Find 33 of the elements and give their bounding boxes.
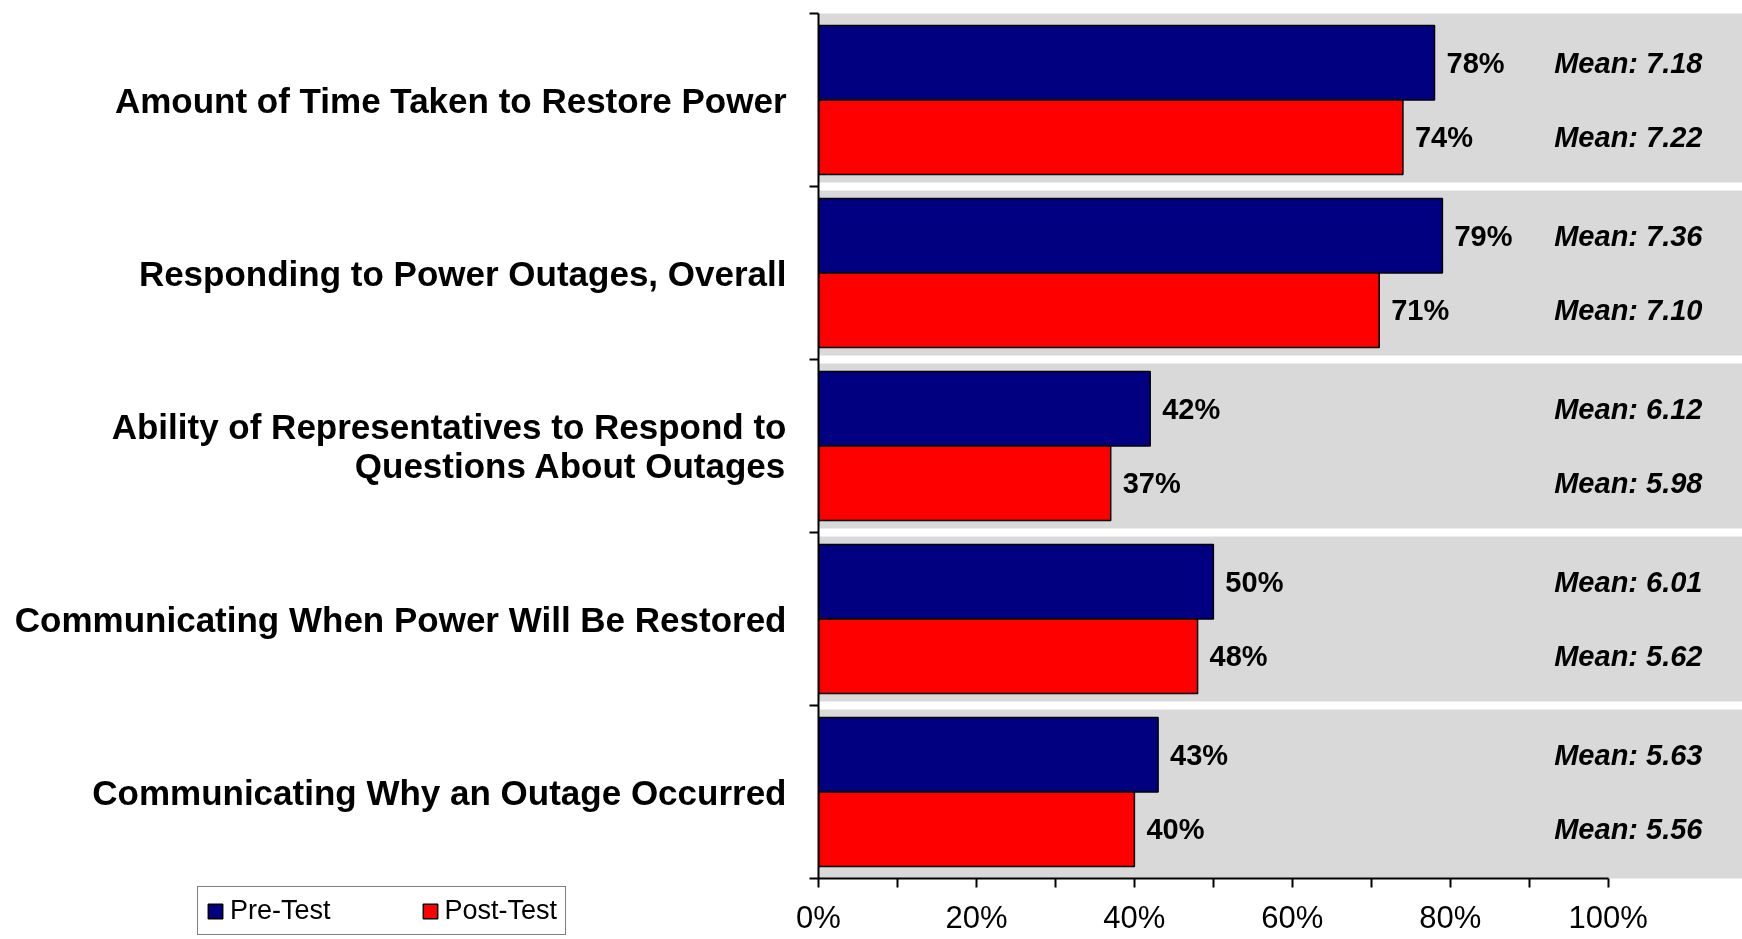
data-label: 48% — [1209, 640, 1268, 673]
annotation: Mean: 7.22 — [1554, 121, 1703, 154]
y-tick-label: Communicating Why an Outage Occurred — [92, 772, 787, 812]
x-tick-label: 0% — [796, 899, 841, 935]
y-tick-label: Responding to Power Outages, Overall — [138, 253, 787, 293]
data-label: 40% — [1146, 813, 1205, 846]
data-label: 42% — [1162, 392, 1221, 425]
annotation: Mean: 6.01 — [1554, 565, 1703, 598]
data-label: 43% — [1170, 738, 1229, 771]
annotation: Mean: 5.56 — [1554, 813, 1704, 846]
x-tick-label: 100% — [1568, 899, 1648, 935]
legend-label: Pre-Test — [230, 895, 331, 926]
y-tick-label: Communicating When Power Will Be Restored — [14, 599, 787, 639]
data-label: 74% — [1414, 121, 1474, 154]
data-label: 50% — [1225, 565, 1284, 598]
annotation: Mean: 7.36 — [1554, 219, 1704, 252]
annotation: Mean: 6.12 — [1554, 392, 1703, 425]
x-tick-label: 20% — [945, 899, 1008, 935]
x-tick-label: 40% — [1103, 899, 1166, 935]
x-tick-label: 80% — [1419, 899, 1482, 935]
annotation: Mean: 7.10 — [1554, 294, 1703, 327]
annotation: Mean: 5.98 — [1554, 467, 1704, 500]
annotation: Mean: 5.62 — [1554, 640, 1703, 673]
annotation: Mean: 7.18 — [1554, 46, 1704, 79]
legend-label: Post-Test — [444, 895, 558, 926]
y-tick-label: Ability of Representatives to Respond to Questions About Outages — [111, 407, 787, 485]
data-label: 79% — [1454, 219, 1513, 252]
data-label: 37% — [1122, 467, 1181, 500]
data-label: 71% — [1391, 294, 1450, 327]
y-tick-label: Amount of Time Taken to Restore Power — [114, 80, 787, 120]
x-tick-label: 60% — [1261, 899, 1324, 935]
annotation: Mean: 5.63 — [1554, 738, 1703, 771]
data-label: 78% — [1446, 46, 1505, 79]
